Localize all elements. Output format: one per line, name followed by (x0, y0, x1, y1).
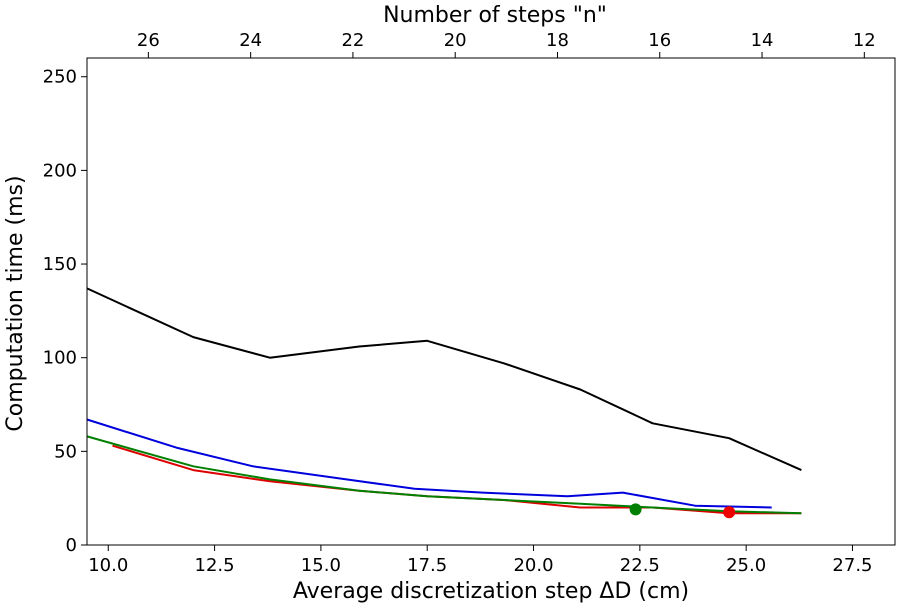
y-tick-label: 150 (43, 254, 77, 275)
x-tick-label: 20.0 (513, 555, 553, 576)
x-tick-label: 27.5 (832, 555, 872, 576)
y-tick-label: 250 (43, 67, 77, 88)
y-tick-label: 0 (66, 535, 77, 556)
top-x-tick-label: 20 (444, 30, 467, 51)
x-tick-label: 12.5 (195, 555, 235, 576)
series-line-2 (86, 418, 772, 509)
top-x-axis-label: Number of steps "n" (383, 3, 607, 28)
plot-content (86, 287, 802, 519)
series-line-3 (112, 444, 802, 515)
top-x-tick-label: 26 (137, 30, 160, 51)
x-axis-label: Average discretization step ΔD (cm) (293, 579, 689, 604)
x-tick-label: 22.5 (620, 555, 660, 576)
y-axis-label: Computation time (ms) (3, 175, 28, 431)
series-line-1 (86, 287, 802, 472)
top-x-tick-label: 22 (341, 30, 364, 51)
y-tick-label: 100 (43, 348, 77, 369)
x-tick-label: 17.5 (407, 555, 447, 576)
top-x-tick-label: 24 (239, 30, 262, 51)
highlight-marker-2 (723, 506, 736, 519)
highlight-marker-1 (629, 503, 642, 516)
series-line-4 (86, 435, 802, 515)
top-x-tick-label: 16 (648, 30, 671, 51)
axes: 10.0 12.5 15.0 17.5 20.0 22.5 25.0 27.5 0 50 100 15… (43, 30, 876, 576)
y-tick-label: 200 (43, 160, 77, 181)
x-tick-label: 15.0 (301, 555, 341, 576)
plot-frame (86, 57, 896, 546)
top-x-tick-label: 12 (853, 30, 876, 51)
y-tick-label: 50 (54, 441, 77, 462)
top-x-tick-label: 18 (546, 30, 569, 51)
x-tick-label: 25.0 (726, 555, 766, 576)
x-tick-label: 10.0 (88, 555, 128, 576)
top-x-tick-label: 14 (751, 30, 774, 51)
